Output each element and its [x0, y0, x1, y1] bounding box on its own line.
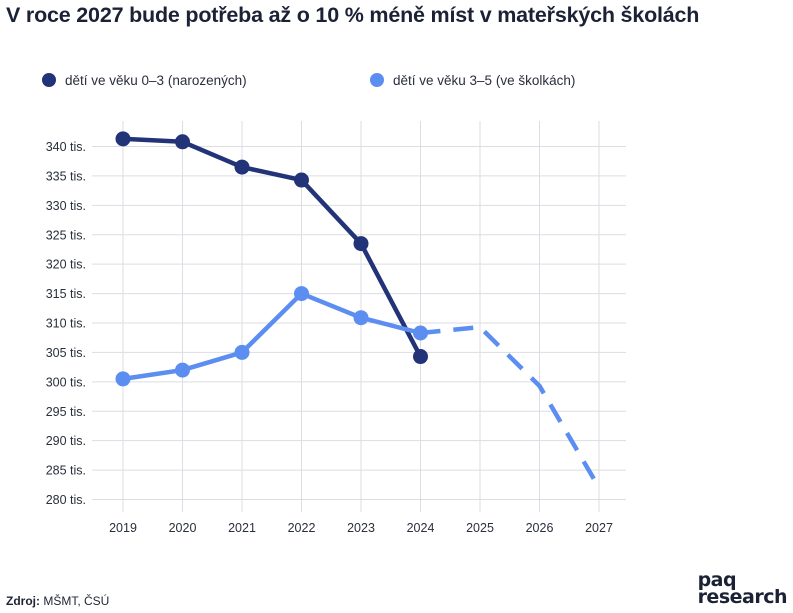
y-tick-label: 315 tis. [46, 287, 86, 301]
y-tick-label: 330 tis. [46, 199, 86, 213]
y-tick-label: 290 tis. [46, 434, 86, 448]
x-tick-label: 2023 [347, 521, 375, 535]
data-point [234, 159, 250, 175]
logo-line-2: research [697, 586, 788, 608]
legend-item-born: dětí ve věku 0–3 (narozených) [42, 70, 247, 90]
legend-label-born: dětí ve věku 0–3 (narozených) [65, 72, 247, 88]
data-point [353, 310, 369, 326]
data-point [175, 362, 190, 378]
legend-marker-born [42, 73, 56, 87]
legend-marker-kindergarten [370, 73, 384, 87]
source-label: Zdroj: [6, 594, 40, 608]
x-tick-label: 2021 [228, 521, 256, 535]
x-axis-ticks: 2019 2020 2021 2022 2023 2024 2025 2026 2027 [109, 521, 613, 535]
data-point [353, 236, 369, 252]
x-tick-label: 2025 [466, 521, 494, 535]
source-note: Zdroj: MŠMT, ČSÚ [6, 594, 109, 608]
x-tick-label: 2022 [288, 521, 316, 535]
data-point [115, 131, 131, 147]
y-tick-label: 300 tis. [46, 375, 86, 389]
chart-title: V roce 2027 bude potřeba až o 10 % méně … [6, 3, 700, 27]
series-lines [120, 136, 601, 489]
legend-label-kindergarten: dětí ve věku 3–5 (ve školkách) [393, 72, 576, 88]
logo-line-1: paq [697, 569, 737, 591]
source-text: MŠMT, ČSÚ [43, 594, 110, 608]
x-tick-label: 2024 [407, 521, 435, 535]
legend-item-kindergarten: dětí ve věku 3–5 (ve školkách) [370, 70, 575, 90]
data-point [413, 325, 428, 341]
y-tick-label: 285 tis. [46, 464, 86, 478]
data-point [234, 344, 250, 360]
series-line-1 [120, 291, 423, 382]
x-tick-label: 2020 [169, 521, 197, 535]
data-point [294, 172, 309, 188]
series-line-1-projection [420, 324, 601, 489]
y-tick-label: 305 tis. [46, 346, 86, 360]
y-axis-ticks: 280 tis. 285 tis. 290 tis. 295 tis. 300 tis.… [46, 140, 86, 507]
x-tick-label: 2027 [585, 521, 613, 535]
data-point [413, 349, 428, 365]
series-points [115, 131, 428, 387]
y-tick-label: 280 tis. [46, 493, 86, 507]
data-point [175, 134, 190, 150]
y-tick-label: 335 tis. [46, 169, 86, 183]
y-tick-label: 295 tis. [46, 405, 86, 419]
y-tick-label: 320 tis. [46, 258, 86, 272]
x-tick-label: 2019 [109, 521, 137, 535]
data-point [115, 371, 131, 387]
data-point [294, 286, 309, 302]
series-line-0 [120, 136, 423, 359]
x-tick-label: 2026 [526, 521, 554, 535]
y-tick-label: 325 tis. [46, 228, 86, 242]
y-tick-label: 310 tis. [46, 317, 86, 331]
y-tick-label: 340 tis. [46, 140, 86, 154]
paq-research-logo: paq research [697, 569, 788, 608]
